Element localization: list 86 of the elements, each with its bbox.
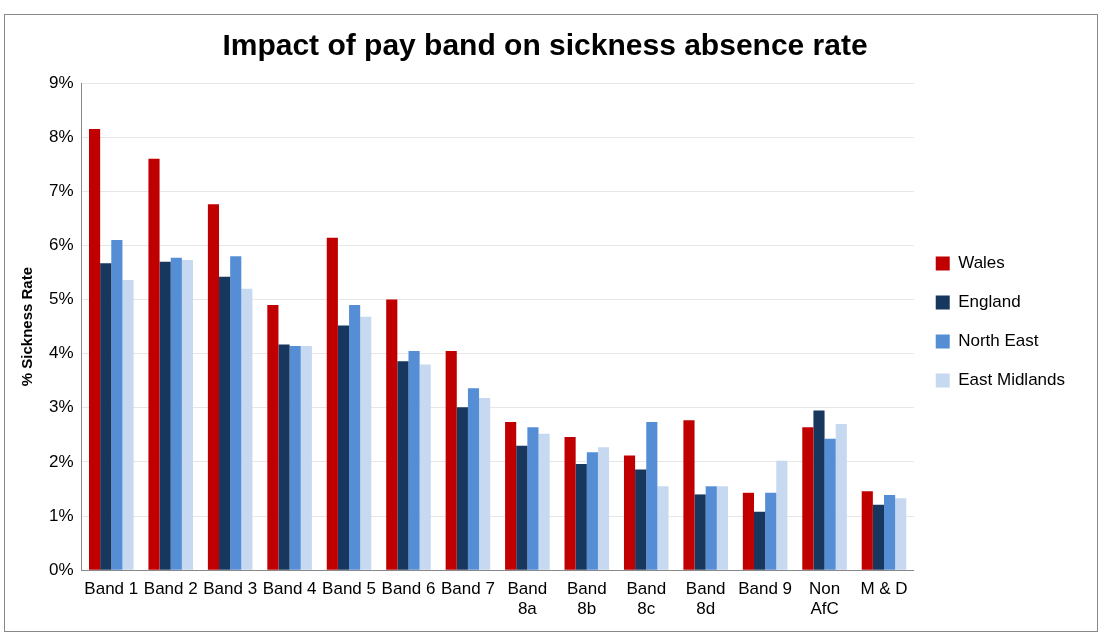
bar	[683, 420, 695, 570]
bar	[895, 498, 907, 570]
bar	[267, 304, 279, 570]
x-tick-label: Band 8b	[566, 579, 607, 619]
bar	[111, 239, 123, 570]
y-tick-label: 3%	[48, 397, 74, 417]
bar	[241, 288, 253, 570]
bar	[505, 421, 517, 570]
legend-label: Wales	[958, 253, 1005, 273]
bar	[575, 464, 587, 570]
bar	[349, 304, 361, 570]
bar	[835, 424, 847, 570]
bar	[705, 486, 717, 570]
bar	[479, 398, 491, 570]
bar	[657, 486, 669, 570]
bar	[824, 438, 836, 570]
bar	[408, 350, 420, 570]
y-tick-label: 9%	[48, 72, 74, 92]
bar	[646, 421, 658, 570]
legend-label: North East	[958, 331, 1039, 351]
bar	[148, 158, 160, 570]
bar	[884, 494, 896, 570]
bar	[100, 263, 112, 570]
y-axis-title: % Sickness Rate	[18, 266, 36, 387]
bar	[170, 257, 182, 570]
bar	[527, 427, 539, 570]
y-tick-label: 5%	[48, 289, 74, 309]
x-tick-label: Band 1	[84, 579, 139, 599]
x-tick-label: M & D	[860, 579, 908, 599]
bar	[230, 256, 242, 570]
bar	[813, 410, 825, 570]
bar	[386, 299, 398, 570]
bar	[742, 492, 754, 570]
bar	[219, 276, 231, 570]
bar	[586, 452, 598, 570]
y-tick-label: 4%	[48, 343, 74, 363]
bar	[300, 346, 312, 570]
bar	[635, 469, 647, 570]
bar	[122, 280, 134, 570]
legend-label: England	[958, 292, 1021, 312]
y-tick-label: 8%	[48, 126, 74, 146]
y-tick-label: 1%	[48, 505, 74, 525]
bar	[694, 494, 706, 570]
x-tick-label: Band 6	[381, 579, 436, 599]
x-tick-label: Non AfC	[808, 579, 841, 619]
bar	[861, 491, 873, 570]
bar	[538, 433, 550, 570]
x-tick-label: Band 8a	[507, 579, 548, 619]
legend-label: East Midlands	[958, 370, 1066, 390]
y-tick-label: 2%	[48, 451, 74, 471]
bar	[467, 388, 480, 570]
bar	[89, 129, 101, 570]
bar	[623, 455, 636, 570]
bar	[207, 204, 220, 570]
bar	[337, 325, 350, 570]
bar	[872, 504, 885, 570]
bar	[597, 447, 610, 570]
bar	[445, 350, 457, 570]
x-tick-label: Band 9	[738, 579, 793, 599]
chart-title: Impact of pay band on sickness absence rate	[222, 28, 868, 62]
bar	[326, 237, 338, 570]
x-tick-label: Band 7	[440, 579, 495, 599]
x-tick-label: Band 3	[203, 579, 258, 599]
bar	[753, 511, 766, 570]
bar	[776, 460, 788, 570]
bar	[360, 316, 372, 570]
bar	[765, 492, 777, 570]
bar	[419, 364, 431, 570]
x-tick-label: Band 2	[143, 579, 198, 599]
y-tick-label: 6%	[48, 235, 74, 255]
x-tick-label: Band 4	[262, 579, 317, 599]
bar	[716, 486, 728, 570]
bar	[289, 346, 301, 570]
bar	[802, 427, 814, 570]
y-tick-label: 7%	[48, 180, 74, 200]
bar	[159, 261, 171, 570]
x-tick-label: Band 8d	[685, 579, 726, 619]
bar	[397, 361, 409, 570]
bar	[516, 445, 528, 570]
x-tick-label: Band 5	[322, 579, 376, 599]
y-tick-label: 0%	[48, 559, 74, 579]
bar	[456, 407, 468, 570]
x-tick-label: Band 8c	[626, 579, 667, 619]
bar	[278, 344, 290, 570]
bar	[564, 437, 576, 570]
bar	[181, 260, 194, 570]
